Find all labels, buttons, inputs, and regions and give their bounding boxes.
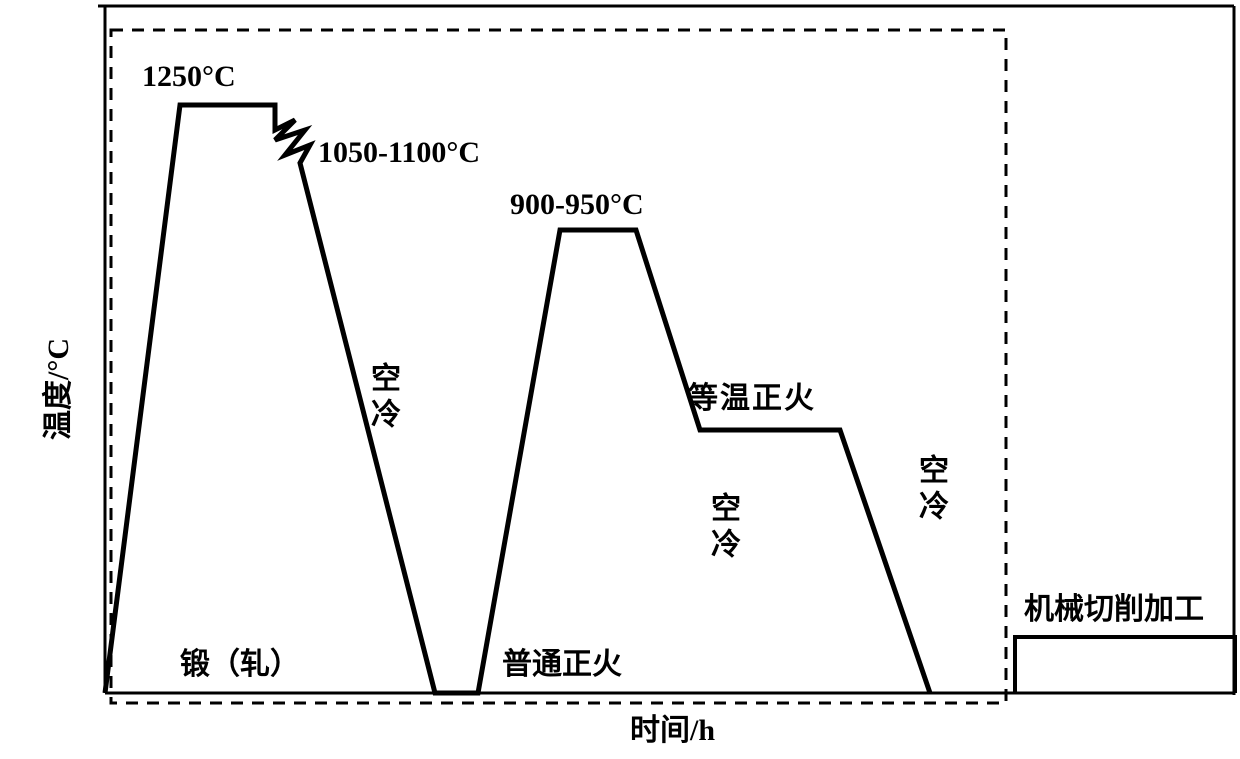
x-axis-label: 时间/h bbox=[630, 714, 715, 747]
label-air-cool-3: 空冷 bbox=[914, 454, 947, 526]
y-axis-label: 温度/°C bbox=[42, 338, 75, 440]
label-1050-1100c: 1050-1100°C bbox=[318, 136, 480, 169]
label-900-950c: 900-950°C bbox=[510, 188, 644, 221]
label-isothermal-normalizing: 等温正火 bbox=[688, 382, 816, 415]
label-1250c: 1250°C bbox=[142, 60, 236, 93]
diagram-stage: 温度/°C 时间/h 1250°C 1050-1100°C 900-950°C … bbox=[0, 0, 1240, 759]
diagram-svg bbox=[0, 0, 1240, 759]
label-air-cool-1: 空冷 bbox=[366, 362, 399, 434]
label-machining: 机械切削加工 bbox=[1024, 593, 1204, 626]
label-air-cool-2: 空冷 bbox=[706, 492, 739, 564]
label-normal-normalizing: 普通正火 bbox=[502, 648, 622, 681]
label-forge-roll: 锻（轧） bbox=[180, 648, 300, 681]
